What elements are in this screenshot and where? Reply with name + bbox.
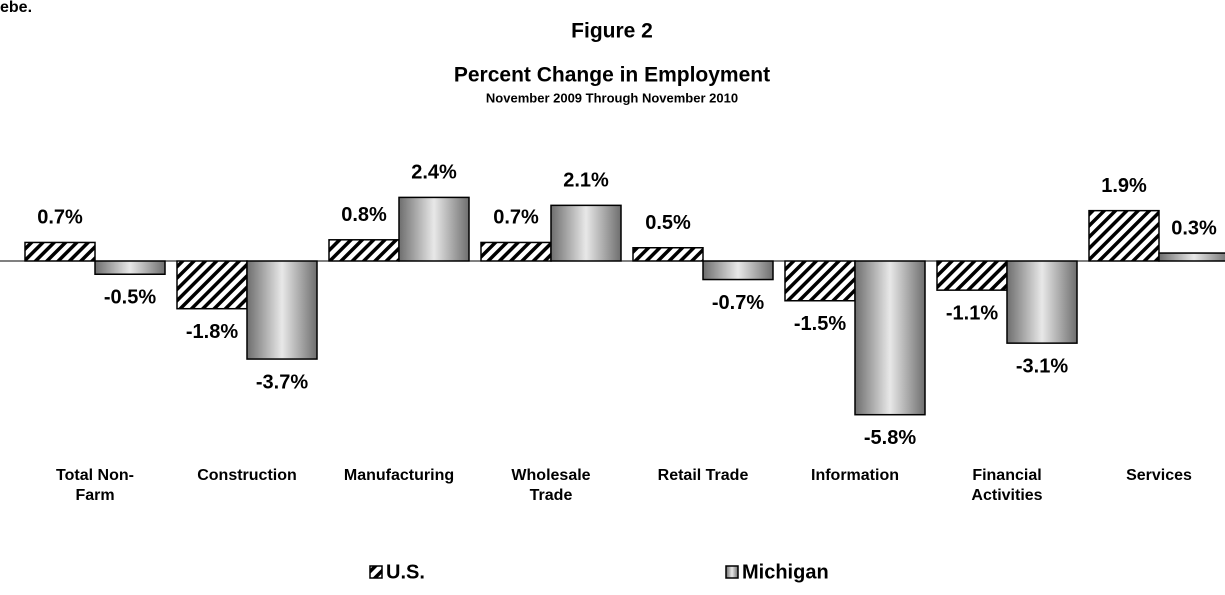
x-tick-label: Total Non- Farm: [56, 467, 134, 504]
x-tick-label: Services: [1126, 467, 1192, 484]
value-label: -0.5%: [104, 287, 156, 309]
value-label: 0.8%: [341, 204, 387, 226]
legend-label: Michigan: [742, 561, 829, 583]
value-label: 0.7%: [493, 207, 539, 229]
legend-label: U.S.: [386, 561, 425, 583]
bar: [94, 260, 166, 275]
x-tick-label: Construction: [197, 467, 297, 484]
bar: [784, 260, 856, 302]
x-tick-label: Wholesale Trade: [511, 467, 591, 504]
bar: [1088, 209, 1160, 262]
legend-swatch: [369, 565, 383, 579]
value-label: -1.5%: [794, 313, 846, 335]
value-label: 0.7%: [37, 207, 83, 229]
bar: [480, 241, 552, 262]
x-tick-label: Retail Trade: [657, 467, 749, 484]
value-label: 0.3%: [1171, 217, 1217, 239]
value-label: -1.8%: [186, 321, 238, 343]
x-tick-label: Financial Activities: [971, 467, 1043, 504]
value-label: 2.4%: [411, 162, 457, 184]
chart-title: Percent Change in Employment: [454, 64, 770, 87]
figure-label: Figure 2: [571, 20, 653, 43]
bar: [24, 241, 96, 262]
legend-swatch: [725, 565, 739, 579]
bar: [328, 239, 400, 262]
bar: [632, 247, 704, 262]
value-label: 1.9%: [1101, 175, 1147, 197]
bar: [398, 196, 470, 262]
bar: [550, 204, 622, 262]
value-label: -1.1%: [946, 302, 998, 324]
bar: [936, 260, 1008, 291]
x-tick-label: Information: [811, 467, 899, 484]
value-label: -0.7%: [712, 292, 764, 314]
bar: [246, 260, 318, 360]
bar: [1158, 252, 1225, 262]
x-tick-label: Manufacturing: [343, 467, 455, 484]
bar: [854, 260, 926, 416]
chart-subtitle: November 2009 Through November 2010: [486, 90, 738, 105]
page-text: ebe.: [0, 0, 32, 16]
value-label: 2.1%: [563, 170, 609, 192]
value-label: -3.7%: [256, 371, 308, 393]
value-label: -3.1%: [1016, 355, 1068, 377]
bar: [1006, 260, 1078, 344]
value-label: 0.5%: [645, 212, 691, 234]
bar: [702, 260, 774, 281]
value-label: -5.8%: [864, 427, 916, 449]
bar: [176, 260, 248, 310]
